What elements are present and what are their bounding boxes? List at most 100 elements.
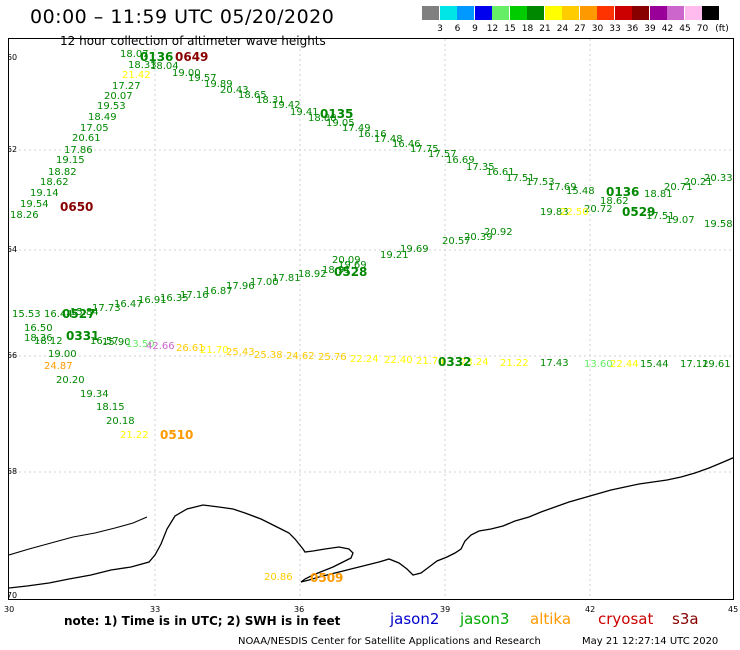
color-scale-swatch bbox=[614, 6, 632, 20]
wave-height-label: 17.51 bbox=[506, 173, 535, 184]
color-scale-swatch bbox=[492, 6, 509, 20]
wave-height-label: 18.81 bbox=[644, 189, 673, 200]
footer-credit: NOAA/NESDIS Center for Satellite Applica… bbox=[238, 636, 541, 647]
wave-height-label: 25.76 bbox=[318, 352, 347, 363]
wave-height-label: 18.82 bbox=[48, 167, 77, 178]
wave-height-label: 19.58 bbox=[704, 219, 733, 230]
color-scale-label: 18 bbox=[521, 24, 534, 34]
color-scale-label: 3 bbox=[437, 24, 443, 34]
pass-time-label: 0529 bbox=[622, 205, 656, 219]
wave-height-label: 17.43 bbox=[540, 358, 569, 369]
pass-time-label: 0136 bbox=[140, 50, 174, 64]
wave-height-label: 21.22 bbox=[120, 430, 149, 441]
color-scale-swatch bbox=[509, 6, 527, 20]
color-scale-swatch bbox=[527, 6, 544, 20]
wave-height-label: 16.57 bbox=[90, 336, 119, 347]
wave-height-label: 18.15 bbox=[96, 402, 125, 413]
wave-height-label: 18.12 bbox=[34, 336, 63, 347]
lon-label: 30 bbox=[4, 605, 15, 614]
wave-height-label: 16.50 bbox=[24, 323, 53, 334]
wave-height-label: 17.96 bbox=[226, 281, 255, 292]
map-subtitle: 12 hour collection of altimeter wave hei… bbox=[60, 34, 326, 48]
wave-height-label: 20.21 bbox=[684, 177, 713, 188]
wave-height-label: 16.47 bbox=[114, 299, 143, 310]
wave-height-label: 17.27 bbox=[112, 81, 141, 92]
wave-height-label: 20.43 bbox=[220, 85, 249, 96]
color-scale-label: 70 bbox=[696, 24, 709, 34]
wave-height-label: 19.61 bbox=[702, 359, 731, 370]
color-scale-label: 27 bbox=[574, 24, 586, 34]
pass-time-label: 0332 bbox=[438, 355, 472, 369]
wave-height-label: 17.69 bbox=[548, 182, 577, 193]
wave-height-label: 20.18 bbox=[106, 416, 135, 427]
wave-height-label: 16.69 bbox=[446, 155, 475, 166]
wave-height-label: 21.42 bbox=[122, 70, 151, 81]
color-scale-label: 36 bbox=[626, 24, 639, 34]
wave-height-label: 20.20 bbox=[56, 375, 85, 386]
wave-height-label: 19.89 bbox=[204, 79, 233, 90]
wave-height-label: 17.86 bbox=[64, 145, 93, 156]
wave-height-label: 17.05 bbox=[80, 123, 109, 134]
wave-height-label: 15.90 bbox=[102, 337, 131, 348]
wave-height-label: 17.81 bbox=[272, 273, 301, 284]
color-scale-label: 39 bbox=[644, 24, 656, 34]
wave-height-label: 19.41 bbox=[290, 107, 319, 118]
note-text: note: 1) Time is in UTC; 2) SWH is in fe… bbox=[64, 614, 341, 628]
wave-height-label: 18.91 bbox=[322, 265, 351, 276]
wave-height-label: 20.39 bbox=[464, 232, 493, 243]
wave-height-label: 17.35 bbox=[466, 162, 495, 173]
wave-height-label: 18.62 bbox=[600, 196, 629, 207]
color-scale-swatch bbox=[579, 6, 597, 20]
lat-label: -62 bbox=[9, 145, 18, 154]
wave-height-label: 13.60 bbox=[584, 359, 613, 370]
wave-height-label: 19.15 bbox=[56, 155, 85, 166]
wave-height-label: 17.57 bbox=[428, 149, 457, 160]
lon-label: 33 bbox=[150, 605, 161, 614]
wave-height-label: 17.73 bbox=[92, 303, 121, 314]
color-scale-label: 21 bbox=[539, 24, 551, 34]
wave-height-label: 24.87 bbox=[44, 361, 73, 372]
color-scale-swatch bbox=[632, 6, 649, 20]
pass-time-label: 0650 bbox=[60, 200, 94, 214]
wave-height-label: 25.38 bbox=[254, 350, 283, 361]
wave-height-label: 18.62 bbox=[40, 177, 69, 188]
color-scale-label: 33 bbox=[609, 24, 621, 34]
color-scale-swatch bbox=[439, 6, 457, 20]
wave-height-label: 19.69 bbox=[338, 260, 367, 271]
coastline-bay bbox=[9, 516, 148, 556]
color-scale-swatch bbox=[667, 6, 684, 20]
wave-height-label: 19.00 bbox=[172, 68, 201, 79]
pass-time-label: 0510 bbox=[160, 428, 194, 442]
lat-label: -64 bbox=[9, 245, 18, 254]
altimeter-map: -60 -62 -64 -66 -68 -70 bbox=[8, 38, 734, 600]
wave-height-label: 17.48 bbox=[374, 134, 403, 145]
wave-height-label: 19.05 bbox=[326, 118, 355, 129]
wave-height-label: 18.26 bbox=[10, 210, 39, 221]
legend-cryosat: cryosat bbox=[598, 610, 654, 628]
wave-height-label: 20.33 bbox=[704, 173, 733, 184]
lon-label: 42 bbox=[585, 605, 596, 614]
wave-height-label: 24.62 bbox=[286, 351, 315, 362]
wave-height-label: 18.33 bbox=[128, 60, 157, 71]
color-scale-swatch bbox=[684, 6, 702, 20]
lon-label: 45 bbox=[728, 605, 739, 614]
wave-height-label: 16.35 bbox=[160, 293, 189, 304]
pass-time-label: 0528 bbox=[334, 265, 368, 279]
antarctic-coastline bbox=[9, 457, 733, 589]
wave-height-label: 16.61 bbox=[486, 167, 515, 178]
wave-height-label: 21.70 bbox=[200, 345, 229, 356]
wave-height-label: 17.00 bbox=[250, 277, 279, 288]
wave-height-label: 20.86 bbox=[264, 572, 293, 583]
wave-height-label: 15.44 bbox=[640, 359, 669, 370]
pass-time-label: 0649 bbox=[175, 50, 209, 64]
wave-height-label: 18.92 bbox=[298, 269, 327, 280]
graticule bbox=[9, 39, 733, 599]
color-scale-label: 45 bbox=[679, 24, 691, 34]
wave-height-label: 16.16 bbox=[358, 129, 387, 140]
wave-height-label: 16.91 bbox=[138, 295, 167, 306]
wave-height-label: 20.57 bbox=[442, 236, 471, 247]
wave-height-label: 19.83 bbox=[540, 207, 569, 218]
wave-height-label: 42.66 bbox=[146, 341, 175, 352]
wave-height-label: 18.04 bbox=[150, 61, 179, 72]
color-scale-swatch bbox=[474, 6, 492, 20]
